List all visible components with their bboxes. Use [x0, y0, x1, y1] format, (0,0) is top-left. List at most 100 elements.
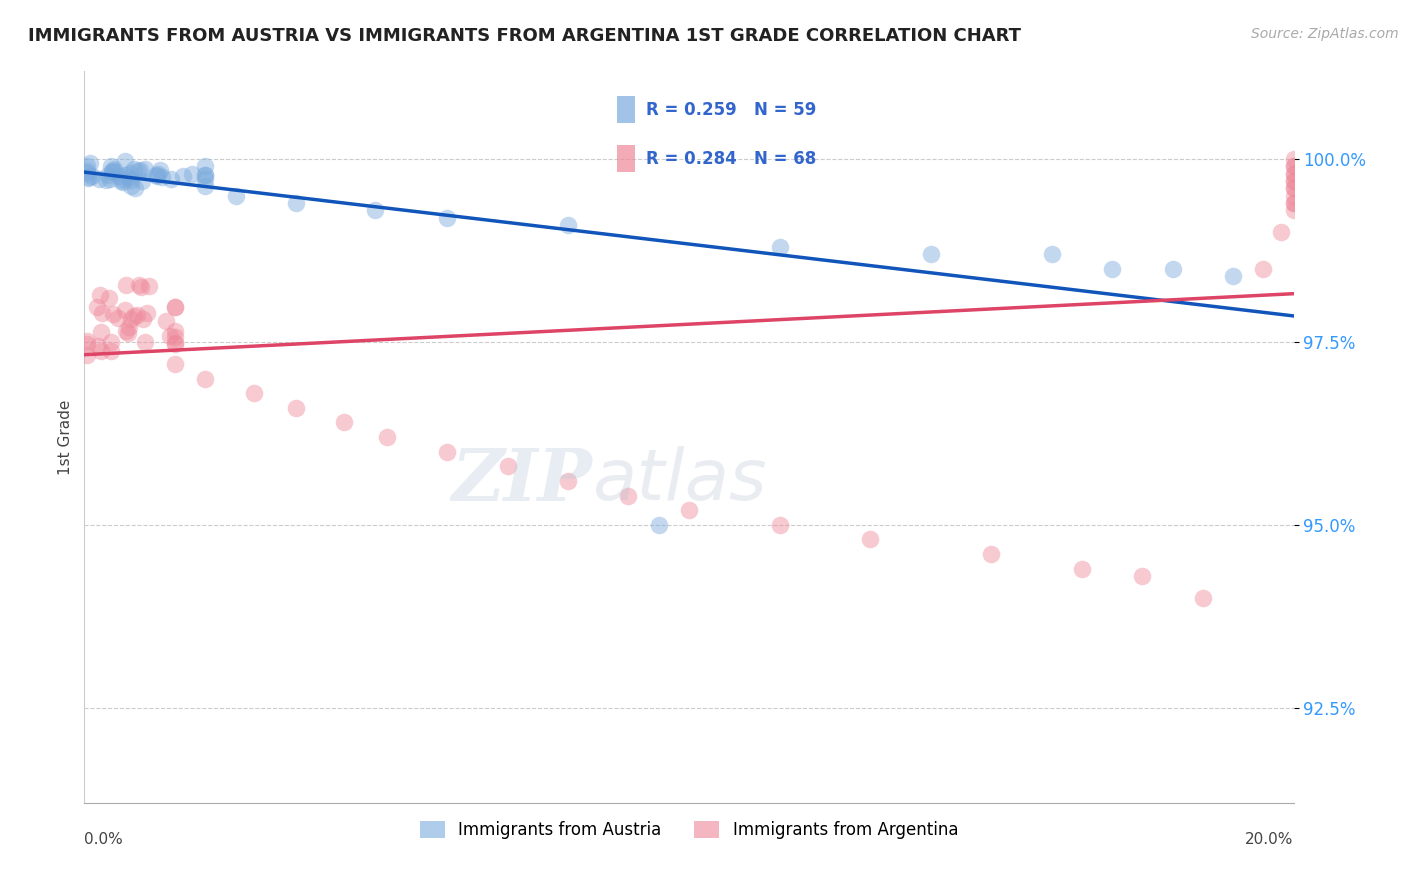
Point: [1282, 174, 1305, 188]
Point: [76, 165, 98, 179]
Point: [114, 302, 136, 317]
Text: atlas: atlas: [592, 447, 766, 516]
Point: [117, 326, 139, 341]
Point: [1071, 562, 1094, 576]
Point: [90, 325, 112, 339]
Point: [127, 164, 149, 178]
Point: [134, 334, 156, 349]
Point: [1130, 569, 1153, 583]
Point: [150, 170, 173, 185]
Text: 0.0%: 0.0%: [84, 832, 124, 847]
Point: [103, 162, 125, 177]
Point: [333, 416, 356, 430]
Point: [165, 335, 187, 350]
Point: [76, 334, 98, 349]
Point: [285, 401, 308, 415]
Point: [1282, 196, 1305, 211]
Point: [1282, 196, 1305, 211]
Point: [90, 305, 112, 319]
Point: [131, 174, 153, 188]
Point: [375, 430, 398, 444]
Point: [120, 165, 142, 179]
Point: [87, 339, 110, 353]
Point: [131, 280, 153, 294]
Point: [194, 371, 217, 385]
Point: [100, 344, 122, 359]
Point: [149, 163, 172, 178]
Point: [76, 164, 98, 178]
Point: [163, 300, 186, 314]
Point: [79, 156, 101, 170]
Legend: Immigrants from Austria, Immigrants from Argentina: Immigrants from Austria, Immigrants from…: [413, 814, 965, 846]
Point: [1253, 261, 1275, 276]
Point: [648, 517, 671, 532]
Point: [146, 169, 169, 183]
Text: ZIP: ZIP: [451, 445, 592, 516]
Point: [159, 329, 181, 343]
Point: [859, 533, 882, 547]
Point: [115, 324, 138, 338]
Point: [165, 324, 187, 338]
Point: [108, 169, 131, 184]
Point: [101, 307, 124, 321]
Point: [1282, 160, 1305, 174]
Point: [1270, 225, 1292, 239]
Point: [1282, 167, 1305, 181]
Point: [172, 169, 194, 184]
Point: [436, 444, 458, 458]
Point: [225, 188, 247, 202]
Point: [89, 288, 111, 302]
Y-axis label: 1st Grade: 1st Grade: [58, 400, 73, 475]
Point: [165, 337, 187, 351]
Point: [194, 178, 217, 193]
Point: [97, 291, 120, 305]
Point: [98, 172, 121, 186]
Point: [86, 300, 108, 314]
Point: [120, 179, 142, 194]
Point: [77, 170, 100, 185]
Point: [80, 169, 103, 184]
Point: [125, 308, 148, 322]
Point: [180, 167, 202, 181]
Point: [1282, 167, 1305, 181]
Point: [114, 169, 136, 183]
Point: [76, 348, 98, 362]
Point: [165, 330, 187, 344]
Point: [1282, 160, 1305, 174]
Point: [77, 171, 100, 186]
Point: [436, 211, 458, 225]
Point: [124, 309, 146, 323]
Point: [128, 278, 150, 293]
Point: [114, 153, 136, 168]
Point: [111, 175, 134, 189]
Point: [194, 168, 217, 182]
Point: [557, 218, 579, 232]
Point: [131, 312, 153, 326]
Point: [120, 311, 142, 326]
Point: [134, 162, 156, 177]
Point: [118, 169, 141, 184]
Point: [557, 474, 579, 488]
Point: [107, 311, 129, 326]
Text: Source: ZipAtlas.com: Source: ZipAtlas.com: [1251, 27, 1399, 41]
Point: [285, 196, 308, 211]
Point: [165, 301, 187, 315]
Point: [100, 335, 122, 350]
Point: [1282, 181, 1305, 195]
Point: [89, 171, 111, 186]
Point: [100, 160, 122, 174]
Point: [617, 489, 640, 503]
Point: [138, 279, 160, 293]
Point: [118, 319, 141, 334]
Point: [122, 161, 145, 176]
Point: [146, 167, 169, 181]
Point: [194, 159, 217, 173]
Point: [1282, 174, 1305, 188]
Point: [496, 459, 519, 474]
Point: [920, 247, 942, 261]
Point: [115, 278, 138, 293]
Point: [363, 203, 385, 218]
Point: [1161, 261, 1184, 276]
Point: [242, 386, 264, 401]
Point: [769, 240, 792, 254]
